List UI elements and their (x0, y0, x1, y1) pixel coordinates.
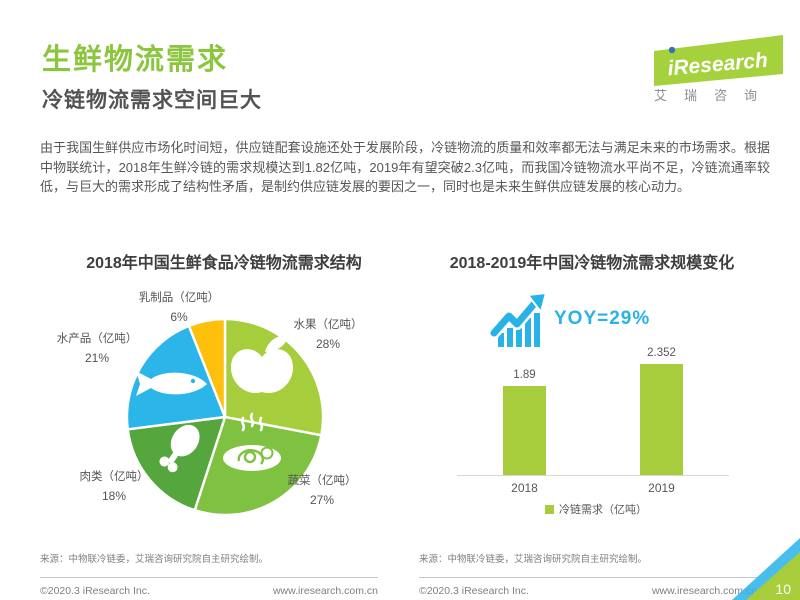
bar-value-2019: 2.352 (647, 347, 676, 359)
intro-paragraph: 由于我国生鲜供应市场化时间短，供应链配套设施还处于发展阶段，冷链物流的质量和效率… (40, 140, 770, 194)
bar-legend: 冷链需求（亿吨） (412, 501, 780, 517)
bar-2019 (640, 364, 683, 475)
pie-label-meat: 肉类（亿吨） 18% (79, 471, 149, 503)
x-label-2019: 2019 (648, 481, 675, 495)
logo-background (654, 35, 783, 86)
website-left: www.iresearch.com.cn (272, 585, 378, 597)
iresearch-logo: iResearch 艾瑞咨询 (654, 35, 783, 103)
pie-slices-layer (125, 317, 325, 517)
footer-column-right: 来源：中物联冷链委，艾瑞咨询研究院自主研究绘制。 ©2020.3 iResear… (419, 551, 757, 597)
pie-label-aquatic: 水产品（亿吨） 21% (56, 333, 138, 365)
growth-trend-icon (490, 293, 546, 347)
source-note-left: 来源：中物联冷链委，艾瑞咨询研究院自主研究绘制。 (40, 554, 269, 565)
bar-value-2018: 1.89 (513, 369, 536, 381)
footer-column-left: 来源：中物联冷链委，艾瑞咨询研究院自主研究绘制。 ©2020.3 iResear… (40, 551, 378, 597)
drumstick-icon (159, 424, 200, 473)
page-number: 10 (775, 581, 791, 597)
website-right: www.iresearch.com.cn (651, 585, 757, 597)
yoy-annotation: YOY=29% (554, 308, 651, 329)
bar-2018 (503, 386, 546, 475)
pie-chart: 水果（亿吨） 28% 蔬菜（亿吨） 27% 肉类（亿吨） 18% 水产品（亿吨）… (40, 280, 410, 535)
bar-group-2018: 1.89 (503, 369, 546, 475)
copyright-right: ©2020.3 iResearch Inc. (419, 585, 529, 597)
bar-group-2019: 2.352 (640, 347, 683, 475)
logo-i-dot (668, 46, 676, 54)
apple-icon (230, 335, 294, 394)
divider-left (40, 577, 378, 578)
x-label-2018: 2018 (511, 481, 538, 495)
pie-label-dairy: 乳制品（亿吨） 6% (138, 292, 220, 324)
pie-label-vegetables: 蔬菜（亿吨） 27% (287, 475, 357, 507)
x-axis-line (457, 475, 729, 476)
bar-chart-title: 2018-2019年中国冷链物流需求规模变化 (449, 255, 735, 272)
legend-label: 冷链需求（亿吨） (559, 504, 647, 516)
pie-chart-title: 2018年中国生鲜食品冷链物流需求结构 (86, 255, 362, 272)
legend-swatch (545, 504, 554, 514)
logo-chinese-text: 艾瑞咨询 (654, 88, 774, 103)
divider-right (419, 577, 757, 578)
source-note-right: 来源：中物联冷链委，艾瑞咨询研究院自主研究绘制。 (419, 554, 648, 565)
pie-icons-layer (136, 335, 294, 473)
pie-slice-4 (187, 317, 227, 419)
pie-label-fruit: 水果（亿吨） 28% (293, 319, 363, 351)
bar-chart: YOY=29% 1.89 2.352 2018 2019 冷链需求（亿吨） (412, 280, 780, 535)
noodles-icon (223, 412, 281, 471)
page-title: 生鲜物流需求 (42, 44, 229, 76)
pie-slice-2 (126, 415, 227, 512)
page-subtitle: 冷链物流需求空间巨大 (42, 89, 262, 112)
fish-icon (136, 371, 207, 396)
copyright-left: ©2020.3 iResearch Inc. (40, 585, 150, 597)
